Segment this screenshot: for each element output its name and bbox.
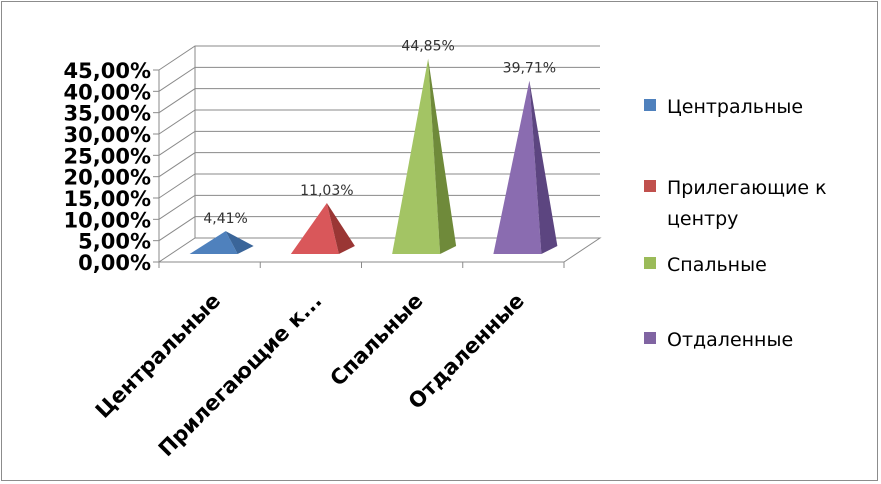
y-tick-label: 45,00%	[64, 59, 151, 83]
gridline	[158, 45, 600, 71]
pyramid-3	[392, 58, 457, 254]
pyramid-2	[290, 202, 355, 254]
pyramid-side-face	[529, 80, 558, 254]
data-label: 44,85%	[401, 39, 454, 55]
legend-swatch	[644, 257, 656, 269]
legend-label: центру	[667, 208, 738, 230]
y-tick-label: 15,00%	[64, 187, 151, 211]
legend-swatch	[644, 180, 656, 192]
pyramid-side-face	[225, 231, 254, 254]
data-label: 11,03%	[300, 183, 353, 199]
gridline	[158, 88, 600, 114]
y-tick-label: 35,00%	[64, 102, 151, 126]
x-tick-label: Прилегающие к...	[154, 289, 327, 462]
y-axis-tick-labels: 0,00%5,00%10,00%15,00%20,00%25,00%30,00%…	[64, 59, 151, 275]
gridline	[158, 173, 600, 199]
pyramid-front-face	[493, 80, 542, 254]
legend-label: Прилегающие к	[667, 177, 827, 199]
y-tick-label: 0,00%	[78, 251, 151, 275]
y-tick-label: 30,00%	[64, 123, 151, 147]
floor	[157, 237, 602, 263]
gridline	[158, 109, 600, 135]
legend-swatch	[644, 99, 656, 111]
pyramid-side-face	[326, 202, 355, 254]
data-label: 39,71%	[503, 61, 556, 77]
gridlines	[153, 45, 600, 268]
legend-entry-2: Прилегающие к центру	[644, 177, 827, 230]
legend: Центральные Прилегающие к центру Спальные От…	[644, 96, 827, 351]
legend-entry-1: Центральные	[644, 96, 803, 118]
data-label: 4,41%	[203, 211, 247, 227]
pyramid-front-face	[392, 58, 441, 254]
gridline	[158, 130, 600, 156]
x-tick-label: Спальные	[325, 289, 427, 391]
gridline	[158, 66, 600, 92]
legend-entry-4: Отдаленные	[644, 329, 793, 351]
legend-label: Спальные	[667, 254, 767, 276]
data-labels: 4,41% 11,03% 44,85% 39,71%	[203, 39, 556, 228]
gridline	[158, 152, 600, 178]
pyramid-front-face	[189, 231, 238, 254]
legend-label: Отдаленные	[667, 329, 793, 351]
y-tick-label: 5,00%	[78, 230, 151, 254]
legend-label: Центральные	[667, 96, 803, 118]
pyramid-front-face	[290, 202, 339, 254]
chart-walls	[157, 46, 602, 263]
legend-swatch	[644, 332, 656, 344]
pyramid-4	[493, 80, 558, 254]
gridline	[158, 216, 600, 242]
pyramid-side-face	[428, 58, 457, 254]
legend-entry-3: Спальные	[644, 254, 767, 276]
y-tick-label: 20,00%	[64, 166, 151, 190]
gridline	[158, 194, 600, 220]
y-tick-label: 25,00%	[64, 144, 151, 168]
pyramid-1	[189, 231, 254, 254]
y-tick-label: 40,00%	[64, 80, 151, 104]
y-tick-label: 10,00%	[64, 208, 151, 232]
data-pyramids	[189, 58, 558, 254]
